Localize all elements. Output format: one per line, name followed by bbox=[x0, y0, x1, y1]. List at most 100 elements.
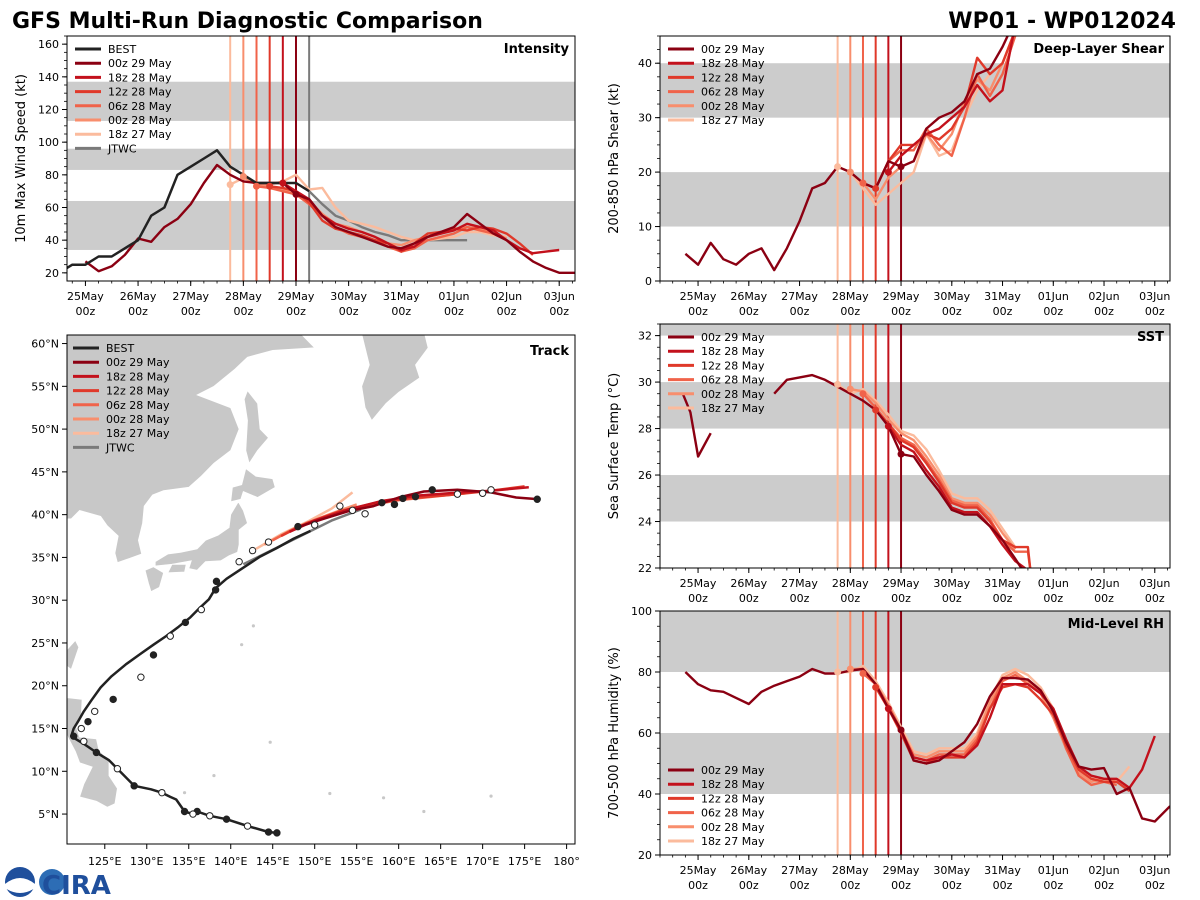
noaa-wave-icon bbox=[5, 878, 35, 893]
best-track-point bbox=[181, 618, 190, 627]
x-tick-hour: 00z bbox=[688, 305, 708, 318]
y-tick-label: 0 bbox=[645, 275, 652, 288]
map-area bbox=[38, 335, 575, 848]
land-sakhalin bbox=[243, 389, 270, 465]
lon-label: 155°E bbox=[340, 855, 373, 868]
init-marker bbox=[872, 683, 880, 691]
x-tick-date: 03Jun bbox=[1139, 864, 1170, 877]
land-kyushu bbox=[144, 566, 165, 593]
track-line-BEST bbox=[69, 529, 312, 835]
x-tick-hour: 00z bbox=[128, 305, 148, 318]
best-track-point bbox=[212, 577, 221, 586]
best-track-point bbox=[294, 522, 302, 531]
y-tick-label: 28 bbox=[638, 423, 652, 436]
init-marker bbox=[834, 668, 842, 676]
x-tick-date: 01Jun bbox=[438, 290, 469, 303]
series-line-18z-27-May bbox=[836, 383, 1017, 548]
y-tick-label: 80 bbox=[45, 169, 59, 182]
x-tick-date: 25May bbox=[67, 290, 104, 303]
series-line-00z-28-May bbox=[850, 387, 1017, 551]
plot-area bbox=[660, 611, 1170, 855]
legend-label: 12z 28 May bbox=[701, 792, 765, 805]
x-tick-date: 31May bbox=[383, 290, 420, 303]
x-tick-hour: 00z bbox=[181, 305, 201, 318]
y-tick-label: 40 bbox=[638, 57, 652, 70]
land-asia bbox=[67, 335, 316, 564]
x-tick-hour: 00z bbox=[391, 305, 411, 318]
x-tick-hour: 00z bbox=[993, 592, 1013, 605]
best-track-point bbox=[180, 807, 189, 816]
y-tick-label: 120 bbox=[38, 104, 59, 117]
lat-label: 20°N bbox=[31, 680, 59, 693]
land-islet bbox=[489, 794, 493, 798]
lat-label: 35°N bbox=[31, 551, 59, 564]
x-tick-hour: 00z bbox=[942, 592, 962, 605]
init-marker bbox=[253, 182, 261, 190]
x-tick-date: 03Jun bbox=[1139, 577, 1170, 590]
best-track-point bbox=[336, 502, 344, 510]
x-tick-date: 25May bbox=[680, 290, 717, 303]
legend-label: BEST bbox=[108, 43, 136, 56]
init-marker bbox=[859, 670, 867, 678]
init-marker bbox=[846, 385, 854, 393]
x-tick-date: 30May bbox=[933, 577, 970, 590]
x-tick-hour: 00z bbox=[1043, 592, 1063, 605]
land-borneo bbox=[38, 797, 55, 848]
y-tick-label: 24 bbox=[638, 516, 652, 529]
series-line-00z-28-May bbox=[849, 36, 1015, 201]
best-track-point bbox=[264, 538, 273, 546]
init-marker bbox=[859, 390, 867, 398]
best-track-point bbox=[390, 500, 399, 509]
panel-title: Track bbox=[530, 344, 569, 359]
best-track-point bbox=[273, 829, 281, 837]
land-shikoku bbox=[167, 563, 187, 574]
init-marker bbox=[834, 380, 842, 388]
plot-frame bbox=[659, 323, 1171, 569]
init-marker bbox=[897, 450, 905, 458]
x-tick-date: 30May bbox=[330, 290, 367, 303]
best-track-point bbox=[348, 506, 357, 515]
lon-label: 140°E bbox=[214, 855, 247, 868]
series-line-00z-29-May bbox=[84, 163, 575, 274]
legend-label: JTWC bbox=[107, 142, 137, 155]
lon-label: 165°E bbox=[424, 855, 457, 868]
best-track-point bbox=[109, 695, 117, 704]
x-tick-hour: 00z bbox=[688, 879, 708, 892]
shear-panel: 0 10 20 30 40 25May 00z 26May 00z 27May 00z 28May 00… bbox=[607, 35, 1171, 318]
legend-label: 18z 28 May bbox=[701, 57, 765, 70]
legend-label: 00z 28 May bbox=[701, 821, 765, 834]
storm-id: WP01 - WP012024 bbox=[948, 9, 1176, 34]
rh-panel: 20 40 60 80 100 25May 00z 26May 00z 27May 00z 28May… bbox=[607, 605, 1171, 892]
legend-label: 06z 28 May bbox=[701, 374, 765, 387]
x-tick-hour: 00z bbox=[840, 879, 860, 892]
legend-label: 12z 28 May bbox=[701, 71, 765, 84]
legend-label: 00z 29 May bbox=[701, 764, 765, 777]
legend-label: 18z 28 May bbox=[106, 370, 170, 383]
y-tick-label: 30 bbox=[638, 376, 652, 389]
x-tick-date: 30May bbox=[933, 290, 970, 303]
x-tick-hour: 00z bbox=[497, 305, 517, 318]
y-tick-label: 60 bbox=[45, 202, 59, 215]
plot-area bbox=[660, 324, 1170, 568]
figure-title: GFS Multi-Run Diagnostic Comparison bbox=[12, 9, 483, 34]
intensity-band bbox=[67, 148, 575, 170]
x-tick-hour: 00z bbox=[739, 305, 759, 318]
best-track-point bbox=[149, 651, 158, 659]
legend-label: 18z 27 May bbox=[108, 128, 172, 141]
land-islet bbox=[381, 796, 386, 800]
x-tick-date: 26May bbox=[730, 577, 767, 590]
best-track-point bbox=[453, 490, 462, 498]
init-marker bbox=[846, 665, 854, 673]
best-track-point bbox=[248, 546, 257, 555]
x-tick-date: 28May bbox=[225, 290, 262, 303]
lon-label: 145°E bbox=[256, 855, 289, 868]
x-tick-date: 28May bbox=[832, 577, 869, 590]
legend-label: 18z 27 May bbox=[701, 835, 765, 848]
series-line-BEST bbox=[67, 149, 310, 270]
best-track-point bbox=[311, 521, 319, 529]
track-line-00z-29-May bbox=[299, 488, 539, 528]
x-tick-date: 29May bbox=[883, 577, 920, 590]
legend-label: 00z 28 May bbox=[106, 413, 170, 426]
lon-label: 175°E bbox=[508, 855, 541, 868]
